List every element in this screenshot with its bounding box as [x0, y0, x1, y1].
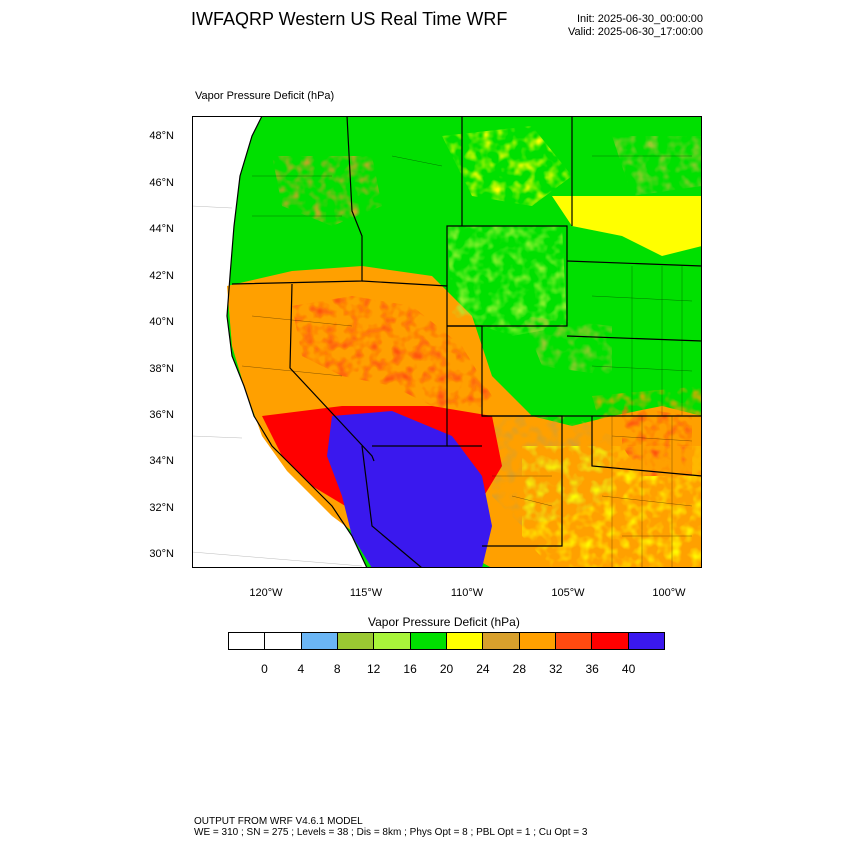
region-lightgreen-wyoming	[447, 226, 567, 336]
colorbar-box	[519, 633, 556, 649]
colorbar-box	[301, 633, 338, 649]
model-version: OUTPUT FROM WRF V4.6.1 MODEL	[194, 816, 363, 827]
lon-label: 105°W	[551, 587, 585, 599]
lat-label: 34°N	[149, 455, 174, 467]
model-info-footer: OUTPUT FROM WRF V4.6.1 MODEL WE = 310 ; …	[194, 816, 587, 838]
region-olive-dakota	[612, 136, 702, 196]
lat-label: 44°N	[149, 223, 174, 235]
colorbar-box	[337, 633, 375, 649]
lon-label: 115°W	[349, 587, 383, 599]
colorbar-tick-label: 20	[439, 662, 454, 676]
colorbar-tick-label: 12	[366, 662, 381, 676]
colorbar-box	[229, 633, 266, 649]
run-time-info: Init: 2025-06-30_00:00:00 Valid: 2025-06…	[568, 13, 703, 39]
region-yellow-plains	[552, 196, 702, 256]
colorbar-box	[446, 633, 484, 649]
init-time: Init: 2025-06-30_00:00:00	[577, 13, 703, 25]
colorbar-box	[410, 633, 447, 649]
coastline	[226, 116, 368, 568]
model-config: WE = 310 ; SN = 275 ; Levels = 38 ; Dis …	[194, 827, 588, 838]
colorbar-title: Vapor Pressure Deficit (hPa)	[368, 615, 520, 629]
colorbar-tick-label: 8	[333, 662, 341, 676]
region-olive-colorado	[522, 316, 612, 376]
lat-label: 42°N	[149, 270, 174, 282]
lon-label: 100°W	[652, 587, 686, 599]
vpd-map	[192, 116, 702, 568]
lat-label: 30°N	[149, 548, 174, 560]
region-red-texas	[622, 406, 692, 476]
map-border	[192, 116, 702, 568]
lon-label: 120°W	[249, 587, 283, 599]
region-orange-idaho	[272, 156, 382, 226]
colorbar-tick-label: 24	[476, 662, 490, 676]
colorbar-tick-label: 16	[403, 662, 417, 676]
field-label: Vapor Pressure Deficit (hPa)	[195, 90, 335, 102]
colorbar-box	[555, 633, 593, 649]
colorbar-tick-label: 0	[261, 662, 268, 676]
colorbar-box	[265, 633, 302, 649]
lat-label: 38°N	[149, 363, 174, 375]
ocean	[192, 116, 367, 568]
map-title: IWFAQRP Western US Real Time WRF	[191, 9, 508, 29]
region-extreme-blue	[327, 411, 492, 568]
colorbar	[228, 632, 665, 650]
colorbar-box	[628, 633, 664, 649]
colorbar-tick-label: 40	[621, 662, 636, 676]
county-borders	[241, 155, 693, 568]
state-borders	[231, 116, 702, 568]
colorbar-box	[483, 633, 520, 649]
colorbar-tick-label: 4	[297, 662, 305, 676]
colorbar-box	[374, 633, 411, 649]
colorbar-tick-label: 36	[585, 662, 599, 676]
lat-label: 48°N	[149, 130, 174, 142]
lon-label: 110°W	[450, 587, 484, 599]
lat-label: 32°N	[149, 502, 174, 514]
region-red-utah	[292, 296, 492, 416]
colorbar-box	[592, 633, 629, 649]
region-yellow-north	[442, 126, 572, 206]
colorbar-tick-label: 32	[549, 662, 563, 676]
valid-time: Valid: 2025-06-30_17:00:00	[568, 26, 703, 38]
colorbar-tick-label: 28	[512, 662, 526, 676]
lat-label: 46°N	[149, 177, 174, 189]
lat-label: 36°N	[149, 409, 174, 421]
lat-label: 40°N	[149, 316, 174, 328]
graticule	[192, 205, 363, 567]
